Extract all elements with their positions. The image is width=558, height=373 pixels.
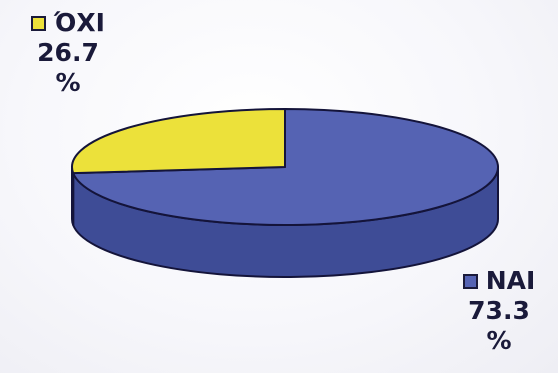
legend-label-oxi: ΌΧΙ: [54, 8, 105, 37]
data-label-nai-value: 73.3: [468, 296, 530, 325]
pie-side-όχι-0: [71, 166, 75, 226]
legend-entry-oxi: ΌΧΙ 26.7 %: [8, 8, 128, 98]
data-label-nai-unit: %: [486, 326, 512, 355]
legend-swatch-nai: [462, 273, 478, 289]
data-label-oxi-unit: %: [55, 68, 81, 97]
legend-swatch-oxi: [31, 15, 47, 31]
legend-entry-nai: NAI 73.3 %: [440, 266, 558, 356]
data-label-oxi-value: 26.7: [37, 38, 99, 67]
legend-label-nai: NAI: [485, 266, 536, 295]
pie-slice-όχι: [71, 108, 286, 175]
